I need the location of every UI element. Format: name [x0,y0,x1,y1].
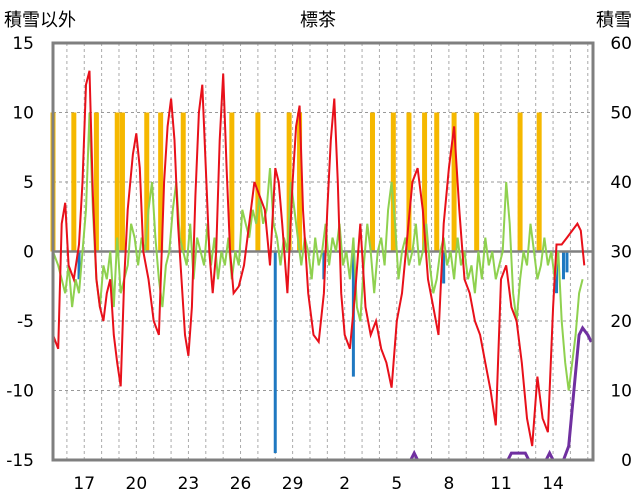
x-tick-label: 29 [282,474,304,494]
right-tick-label: 10 [610,382,632,402]
precipitation-bar [144,112,150,252]
left-tick-label: 10 [12,104,34,124]
negative-bar [77,251,81,280]
left-tick-label: -10 [6,382,34,402]
precipitation-bar [119,112,125,252]
precipitation-bar [158,112,164,252]
precipitation-bar [286,112,292,252]
left-tick-label: 0 [23,243,34,263]
negative-bar [561,251,565,280]
right-tick-label: 20 [610,312,632,332]
x-tick-label: 26 [230,474,252,494]
precipitation-bar [517,112,523,252]
left-tick-label: -5 [17,312,34,332]
negative-bar [322,251,326,280]
left-tick-label: 15 [12,34,34,54]
precipitation-bar [390,112,396,252]
precipitation-bar [255,112,261,252]
precipitation-bar [180,112,186,252]
precipitation-bar [434,112,440,252]
temperature-line [52,70,586,447]
x-tick-label: 17 [73,474,95,494]
x-tick-label: 20 [126,474,148,494]
right-axis-label: 積雪 [596,10,632,31]
precipitation-bar [369,112,375,252]
precipitation-bar [93,112,99,252]
precipitation-bar [536,112,542,252]
right-tick-label: 40 [610,173,632,193]
right-tick-label: 60 [610,34,632,54]
chart-title: 標茶 [300,10,336,31]
left-axis-label: 積雪以外 [4,10,76,31]
x-tick-label: 11 [490,474,512,494]
x-tick-label: 14 [542,474,564,494]
precipitation-bar [297,112,303,252]
precipitation-bar [422,112,428,252]
precipitation-bar [71,112,77,252]
precipitation-bar [451,112,457,252]
snow-depth-line [53,325,593,462]
precipitation-bar [229,112,235,252]
negative-bar [442,251,446,284]
precipitation-bar [114,112,120,252]
negative-bar [273,251,277,454]
plot-frame [51,41,595,462]
x-tick-label: 2 [339,474,350,494]
right-tick-label: 30 [610,243,632,263]
precipitation-bar [406,112,412,252]
x-tick-label: 5 [391,474,402,494]
negative-bar [565,251,569,273]
x-tick-label: 23 [178,474,200,494]
x-tick-label: 8 [443,474,454,494]
right-tick-label: 50 [610,104,632,124]
left-tick-label: -15 [6,451,34,471]
left-tick-label: 5 [23,173,34,193]
precipitation-bar [474,112,480,252]
right-tick-label: 0 [621,451,632,471]
